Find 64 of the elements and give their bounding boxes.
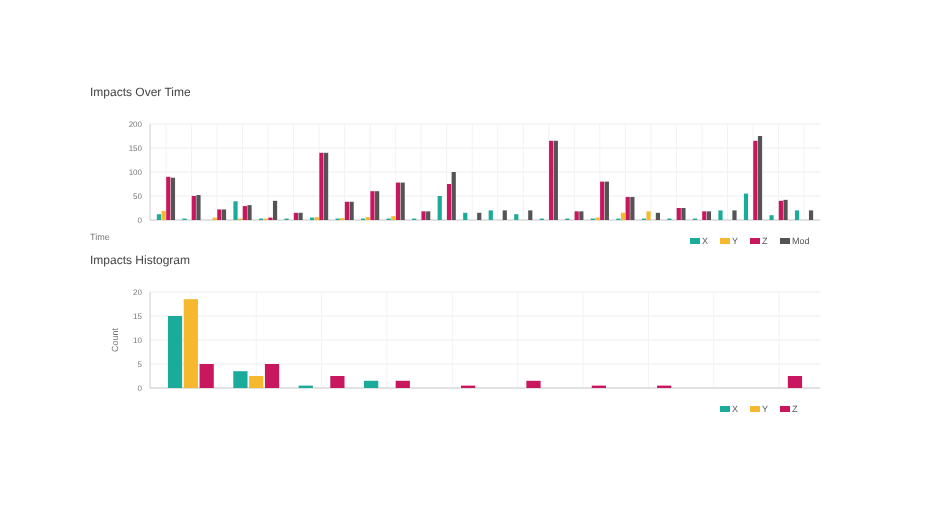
bar [732, 210, 737, 220]
bar [183, 299, 198, 388]
bar [488, 210, 493, 220]
bar [646, 211, 651, 220]
bar [167, 316, 183, 388]
bar [170, 177, 176, 220]
bar [676, 208, 681, 220]
bar [718, 210, 723, 220]
bar [706, 211, 712, 220]
bar [579, 211, 584, 220]
bar [794, 210, 800, 220]
bar [426, 211, 431, 220]
bar [156, 214, 162, 220]
bar [233, 201, 238, 220]
bar [364, 380, 379, 388]
bar [778, 200, 783, 220]
bar [217, 209, 222, 220]
bar [528, 210, 533, 220]
bar [702, 211, 707, 220]
bar [395, 380, 410, 388]
bar [395, 182, 401, 220]
bar [451, 172, 456, 220]
bar [625, 196, 630, 220]
bar [630, 196, 635, 220]
bar [375, 191, 380, 220]
bar [502, 210, 507, 220]
bar [753, 140, 758, 220]
bar [514, 214, 519, 220]
bar [166, 176, 171, 220]
bar [370, 191, 375, 220]
bar [757, 136, 763, 220]
bar [264, 364, 280, 388]
bar [574, 211, 579, 220]
bar [526, 380, 541, 388]
bar [787, 376, 803, 388]
bar [196, 195, 201, 220]
bar [783, 199, 788, 220]
bar [620, 212, 626, 220]
bar [446, 184, 452, 220]
bar [400, 182, 405, 220]
bar [161, 210, 166, 220]
bar [808, 210, 814, 220]
bar [477, 212, 482, 220]
bar [247, 205, 252, 220]
bar [463, 212, 468, 220]
bar [324, 152, 329, 220]
bar [233, 371, 248, 388]
bar [344, 201, 350, 220]
bar [242, 206, 247, 220]
bar [655, 212, 661, 220]
bar [437, 196, 442, 220]
bar [349, 201, 354, 220]
bar [330, 376, 345, 388]
bar [199, 364, 214, 388]
bar [293, 212, 299, 220]
bar [272, 200, 278, 220]
bar [221, 209, 227, 220]
bar [191, 196, 196, 220]
bar [681, 208, 686, 220]
bar [319, 152, 324, 220]
bar [249, 376, 264, 388]
bar [421, 211, 426, 220]
bar [298, 212, 303, 220]
bar [743, 193, 749, 220]
